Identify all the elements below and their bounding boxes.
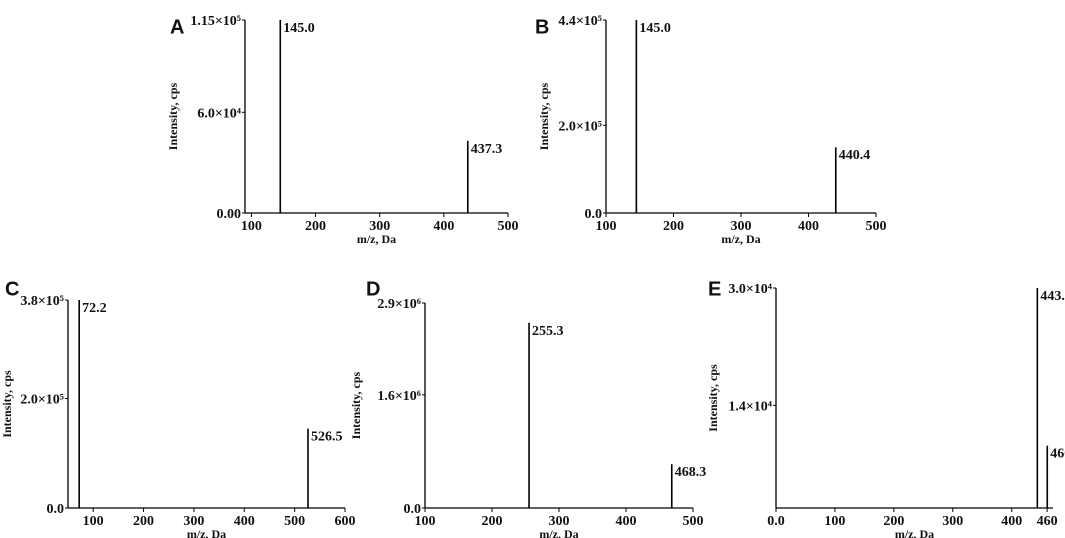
panel-b-x-tick-label: 200 (663, 219, 684, 234)
panel-c-x-tick-label: 500 (284, 514, 305, 529)
panel-a-y-tick-label: 1.15×10⁵ (190, 14, 241, 29)
panel-c-letter: C (5, 279, 19, 301)
panel-a-y-tick-label: 6.0×10⁴ (197, 106, 241, 121)
panel-d-x-tick-label: 400 (616, 514, 637, 529)
panel-c-peak-label: 526.5 (311, 430, 343, 445)
panel-c-x-tick-label: 100 (83, 514, 104, 529)
panel-c-x-axis-title: m/z, Da (187, 527, 226, 538)
panel-c-y-axis-title: Intensity, cps (0, 370, 14, 438)
panel-d-peak-label: 468.3 (675, 465, 707, 480)
panel-b-x-tick-label: 500 (866, 219, 887, 234)
panel-b-x-axis-title: m/z, Da (721, 232, 760, 246)
panel-d-peak-label: 255.3 (532, 324, 564, 339)
panel-e-x-axis-title: m/z, Da (895, 527, 934, 538)
panel-c-peak-label: 72.2 (82, 301, 107, 316)
panel-e-x-tick-label: 460 (1037, 514, 1058, 529)
panel-b-peak-label: 145.0 (639, 21, 671, 36)
panel-d-y-axis-title: Intensity, cps (349, 372, 363, 440)
panel-b-y-axis-title: Intensity, cps (537, 83, 551, 151)
panel-e: E 0.0 100 200 300 400 460 1.4×10⁴ 3.0×10⁴ m/z, Da… (706, 279, 1065, 538)
panel-a-x-tick-label: 200 (305, 219, 326, 234)
panel-c-y-tick-label: 2.0×10⁵ (20, 393, 64, 408)
panel-a-letter: A (170, 17, 184, 39)
panel-e-x-tick-label: 100 (824, 514, 845, 529)
panel-a-peak-label: 145.0 (283, 21, 315, 36)
panel-e-x-tick-label: 400 (1001, 514, 1022, 529)
panel-e-peak-label: 460.3 (1050, 447, 1065, 462)
panel-b-y-tick-label: 0.0 (585, 207, 603, 222)
panel-b-x-tick-label: 400 (798, 219, 819, 234)
panel-d-x-tick-label: 500 (683, 514, 704, 529)
panel-d: D 100 200 300 400 500 0.0 1.6×10⁶ 2.9×10⁶ m/z, Da… (349, 279, 706, 538)
panel-c-x-tick-label: 400 (234, 514, 255, 529)
panel-b-y-tick-label: 2.0×10⁵ (558, 119, 602, 134)
panel-c-x-tick-label: 200 (133, 514, 154, 529)
panel-a-x-axis-title: m/z, Da (357, 232, 396, 246)
panel-c: C 100 200 300 400 500 600 0.0 2.0×10⁵ 3.8×10⁵ m/z,… (0, 279, 356, 538)
panel-b-x-tick-label: 100 (596, 219, 617, 234)
panel-a-y-tick-label: 0.00 (217, 207, 242, 222)
panel-c-x-tick-label: 600 (335, 514, 356, 529)
panel-d-x-axis-title: m/z, Da (539, 527, 578, 538)
panel-b-x-tick-label: 300 (731, 219, 752, 234)
panel-e-y-tick-label: 3.0×10⁴ (728, 282, 772, 297)
panel-d-x-tick-label: 100 (415, 514, 436, 529)
panel-e-peak-label: 443.4 (1040, 289, 1065, 304)
panel-d-x-tick-label: 200 (482, 514, 503, 529)
panel-c-y-tick-label: 3.8×10⁵ (20, 294, 64, 309)
panel-c-x-tick-label: 300 (183, 514, 204, 529)
panel-b: B 100 200 300 400 500 0.0 2.0×10⁵ 4.4×10⁵ m/z, Da… (535, 14, 887, 246)
panel-d-letter: D (366, 279, 380, 301)
panel-b-letter: B (535, 17, 549, 39)
panel-e-letter: E (708, 279, 721, 301)
panel-a-x-tick-label: 400 (433, 219, 454, 234)
panel-d-y-tick-label: 1.6×10⁶ (377, 389, 421, 404)
panel-b-y-tick-label: 4.4×10⁵ (558, 14, 602, 29)
panel-a-peak-label: 437.3 (471, 142, 503, 157)
panel-d-y-tick-label: 0.0 (404, 502, 422, 517)
panel-e-y-axis-title: Intensity, cps (706, 364, 720, 432)
panel-a: A 100 200 300 400 500 0.00 6.0×10⁴ 1.15×10⁵ m/z, … (166, 14, 519, 246)
panel-e-x-tick-label: 0.0 (767, 514, 785, 529)
panel-a-y-axis-title: Intensity, cps (166, 83, 180, 151)
panel-d-x-tick-label: 300 (549, 514, 570, 529)
panel-e-y-tick-label: 1.4×10⁴ (728, 399, 772, 414)
panel-e-x-tick-label: 300 (942, 514, 963, 529)
panel-a-x-tick-label: 100 (241, 219, 262, 234)
panel-c-y-tick-label: 0.0 (47, 502, 65, 517)
panel-a-x-tick-label: 500 (498, 219, 519, 234)
panel-a-x-tick-label: 300 (369, 219, 390, 234)
panel-b-peak-label: 440.4 (839, 148, 871, 163)
panel-d-y-tick-label: 2.9×10⁶ (377, 297, 421, 312)
panel-e-x-tick-label: 200 (883, 514, 904, 529)
